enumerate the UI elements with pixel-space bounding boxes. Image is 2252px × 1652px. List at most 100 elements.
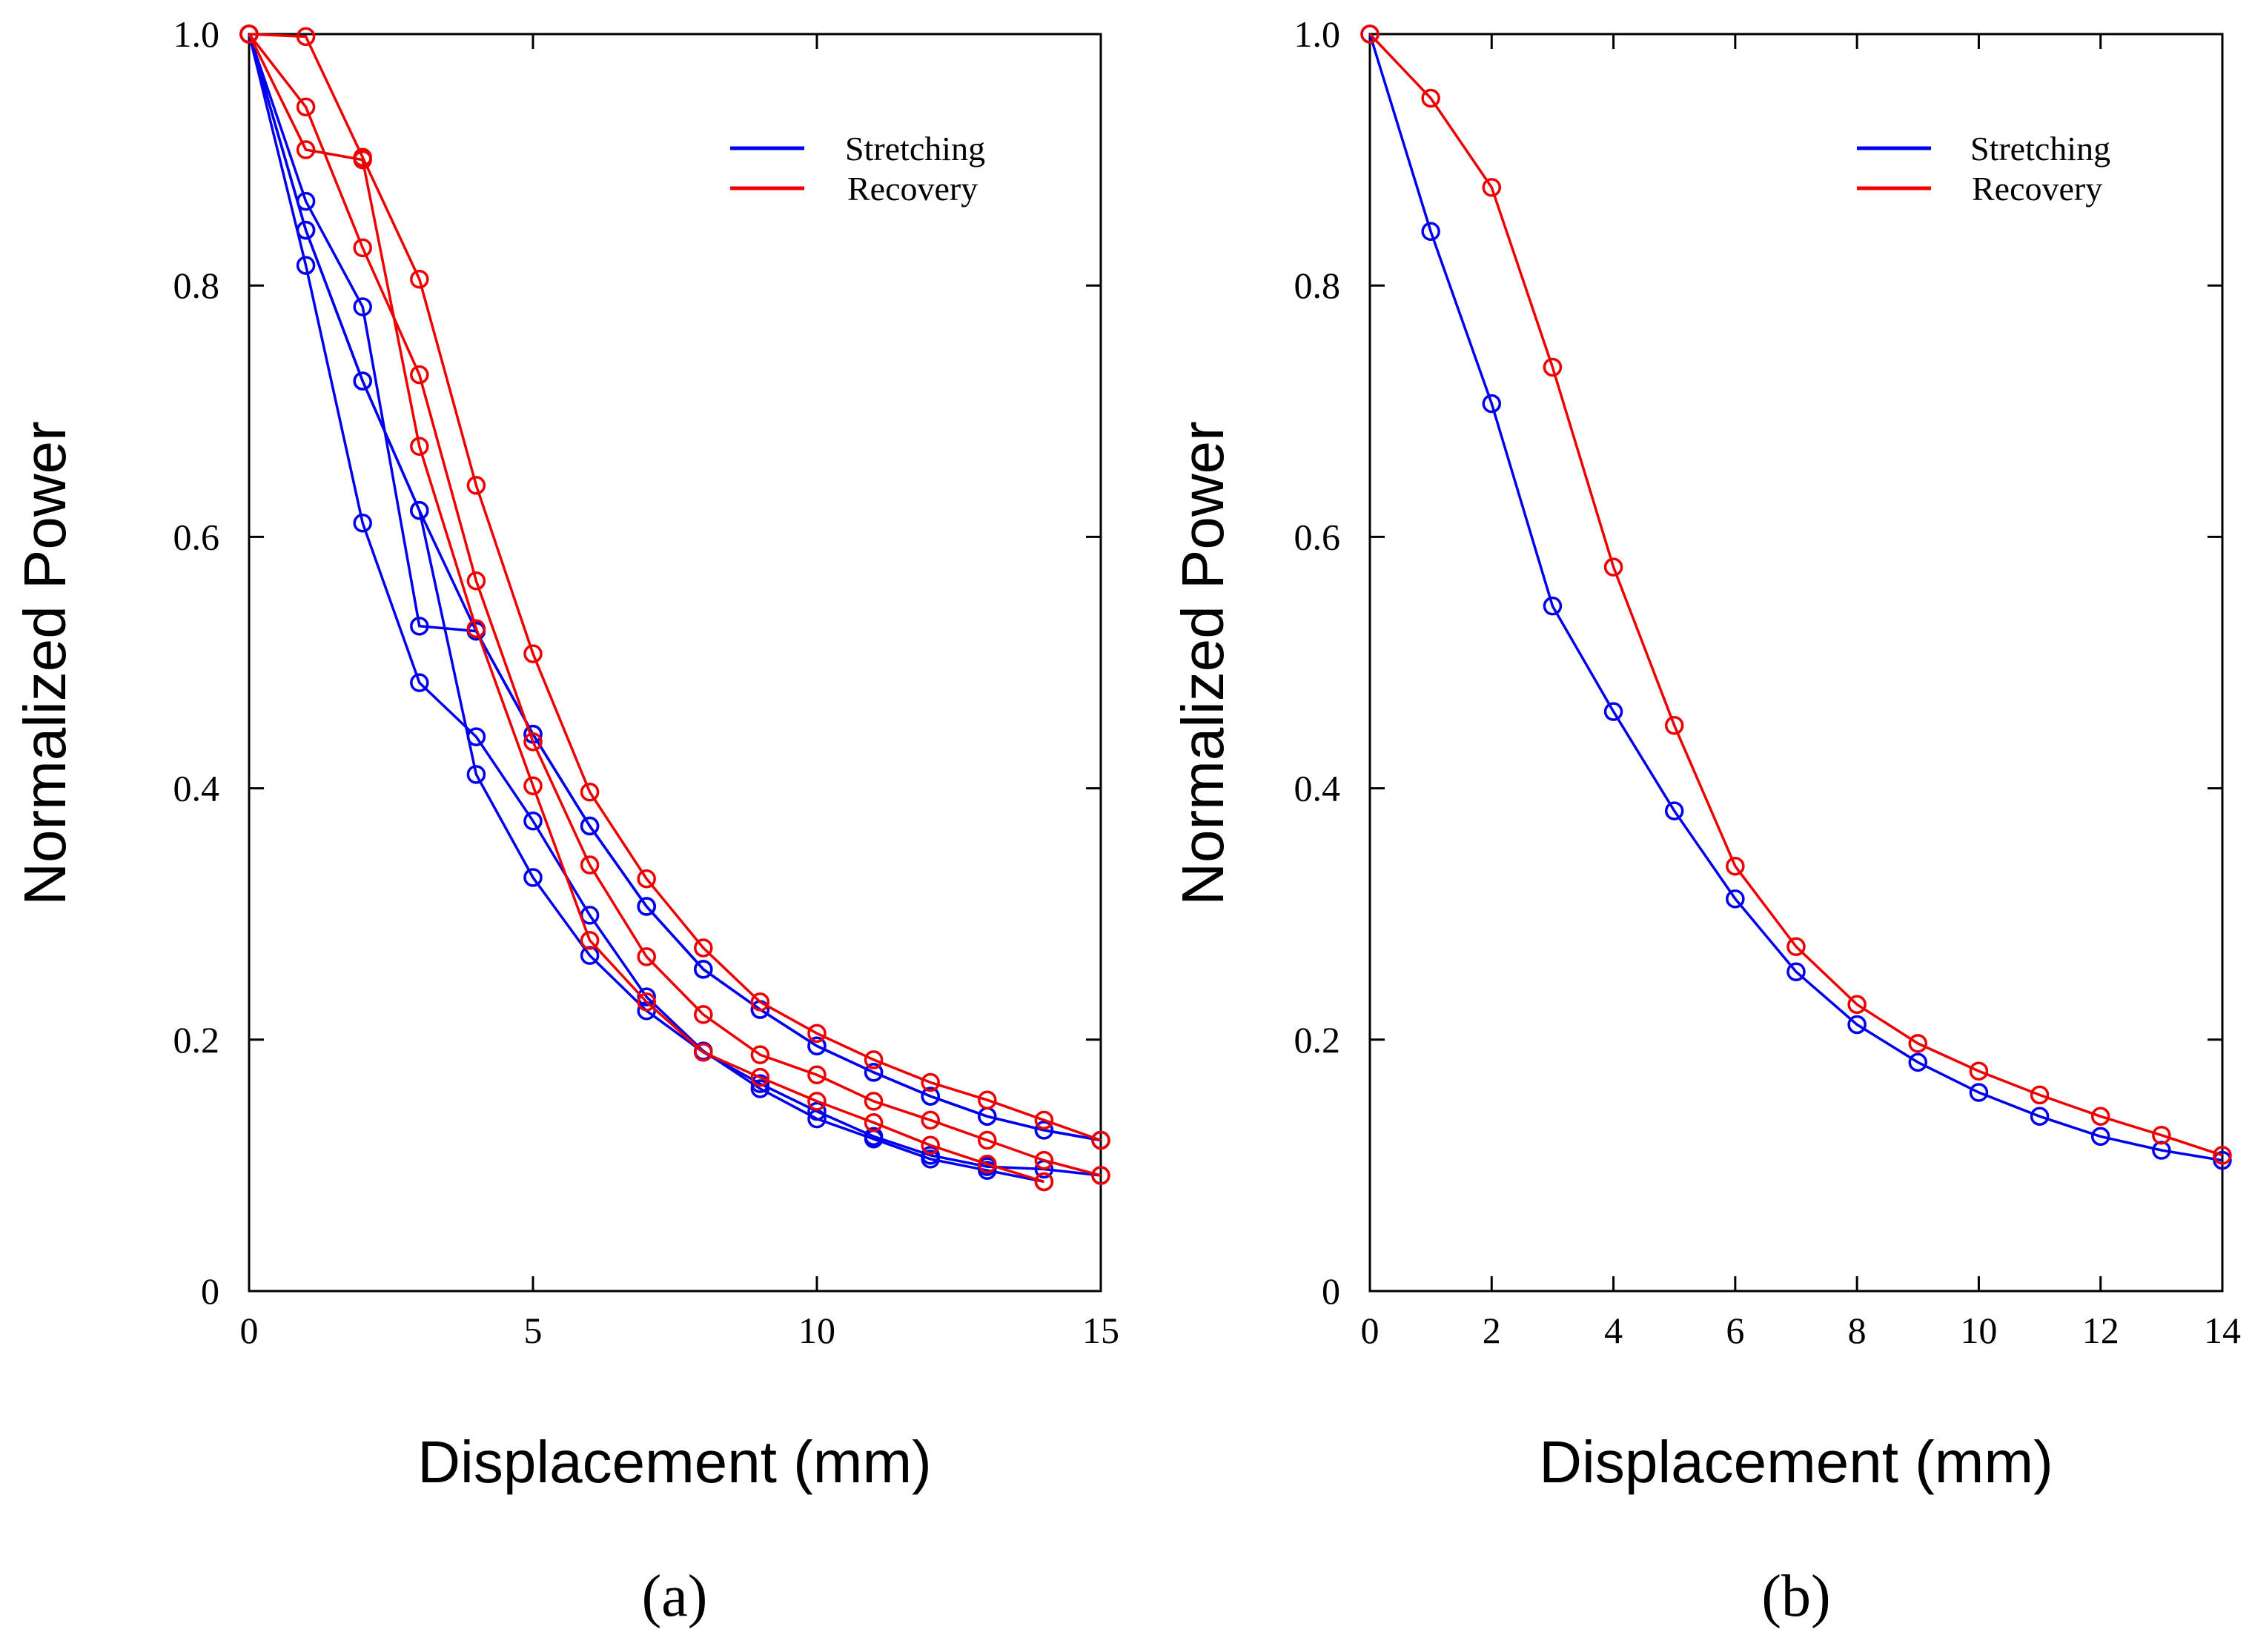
y-tick-label: 0.2 bbox=[173, 1019, 220, 1061]
data-point-recovery bbox=[1908, 1034, 1928, 1053]
x-tick-label: 8 bbox=[1848, 1310, 1867, 1351]
y-tick-label: 0.4 bbox=[1294, 768, 1341, 809]
data-point-stretching bbox=[921, 1087, 940, 1106]
data-point-stretching bbox=[523, 868, 543, 887]
data-point-stretching bbox=[2090, 1127, 2110, 1147]
data-point-stretching bbox=[353, 513, 372, 533]
x-tick-label: 0 bbox=[1361, 1310, 1380, 1351]
x-tick-label: 12 bbox=[2082, 1310, 2119, 1351]
data-point-stretching bbox=[296, 256, 316, 275]
data-point-stretching bbox=[807, 1036, 827, 1056]
series-line-recovery-a-4 bbox=[248, 33, 1102, 1142]
plot-frame-a bbox=[248, 33, 1102, 1293]
data-point-recovery bbox=[410, 365, 429, 385]
data-point-recovery bbox=[750, 1067, 770, 1087]
data-point-recovery bbox=[1543, 357, 1563, 377]
data-point-recovery bbox=[637, 947, 656, 966]
data-point-recovery bbox=[1091, 1166, 1110, 1185]
data-point-recovery bbox=[353, 150, 372, 170]
data-point-recovery bbox=[637, 869, 656, 889]
data-point-recovery bbox=[523, 644, 543, 663]
data-point-recovery bbox=[694, 1005, 713, 1024]
legend-a: Stretching Recovery bbox=[730, 130, 985, 208]
data-point-recovery bbox=[807, 1092, 827, 1111]
data-point-stretching bbox=[523, 811, 543, 831]
series-line-recovery-a-6 bbox=[248, 33, 1044, 1184]
panel-a: 0 0.2 0.4 0.6 0.8 1.0 0 5 10 15 Stretching Recov… bbox=[12, 13, 1119, 1629]
data-point-stretching bbox=[864, 1063, 884, 1082]
data-point-recovery bbox=[750, 1045, 770, 1064]
x-ticks-b: 0 2 4 6 8 10 12 14 bbox=[1361, 34, 2241, 1351]
y-tick-label: 0.2 bbox=[1294, 1019, 1341, 1061]
data-point-stretching bbox=[296, 220, 316, 240]
legend-label-recovery-b: Recovery bbox=[1972, 170, 2102, 208]
plot-frame-b bbox=[1368, 33, 2224, 1293]
x-tick-label: 6 bbox=[1726, 1310, 1744, 1351]
data-point-recovery bbox=[694, 938, 713, 958]
data-point-recovery bbox=[2030, 1085, 2050, 1105]
data-point-recovery bbox=[1664, 716, 1684, 735]
data-point-stretching bbox=[1786, 962, 1806, 981]
data-point-recovery bbox=[978, 1154, 997, 1174]
x-tick-label: 2 bbox=[1483, 1310, 1501, 1351]
series-line-stretching-b-0 bbox=[1368, 33, 2223, 1162]
x-axis-title-a: Displacement (mm) bbox=[417, 1429, 931, 1495]
data-point-recovery bbox=[864, 1092, 884, 1111]
x-tick-label: 15 bbox=[1082, 1310, 1119, 1351]
data-point-recovery bbox=[2090, 1107, 2110, 1127]
y-tick-label: 1.0 bbox=[173, 13, 220, 55]
data-point-stretching bbox=[353, 371, 372, 391]
x-ticks-a: 0 5 10 15 bbox=[240, 34, 1119, 1351]
data-point-recovery bbox=[921, 1135, 940, 1155]
data-point-recovery bbox=[523, 776, 543, 795]
data-point-recovery bbox=[921, 1110, 940, 1130]
data-point-recovery bbox=[239, 24, 259, 44]
x-tick-label: 4 bbox=[1604, 1310, 1623, 1351]
data-point-recovery bbox=[296, 27, 316, 47]
caption-a: (a) bbox=[642, 1564, 708, 1629]
series-line-stretching-a-2 bbox=[248, 33, 1044, 1184]
y-ticks-b: 0 0.2 0.4 0.6 0.8 1.0 bbox=[1294, 13, 2222, 1312]
data-point-recovery bbox=[2213, 1146, 2232, 1165]
data-point-stretching bbox=[1543, 596, 1563, 616]
data-point-recovery bbox=[1034, 1172, 1054, 1192]
y-axis-title-a: Normalized Power bbox=[12, 421, 78, 906]
data-point-stretching bbox=[353, 297, 372, 316]
data-point-recovery bbox=[466, 476, 486, 495]
data-point-recovery bbox=[1786, 937, 1806, 957]
data-point-stretching bbox=[864, 1127, 884, 1147]
data-point-stretching bbox=[410, 617, 429, 636]
y-tick-label: 0.8 bbox=[1294, 265, 1341, 306]
data-point-stretching bbox=[580, 816, 600, 836]
data-point-recovery bbox=[296, 140, 316, 159]
legend-label-recovery-a: Recovery bbox=[847, 170, 978, 208]
x-tick-label: 0 bbox=[240, 1310, 259, 1351]
data-point-recovery bbox=[807, 1065, 827, 1085]
x-tick-label: 10 bbox=[798, 1310, 835, 1351]
data-point-stretching bbox=[1482, 394, 1502, 414]
series-group-b bbox=[1360, 24, 2232, 1170]
data-point-recovery bbox=[1726, 857, 1745, 876]
data-point-recovery bbox=[410, 437, 429, 457]
data-point-recovery bbox=[1969, 1061, 1989, 1081]
data-point-recovery bbox=[637, 992, 656, 1012]
data-point-stretching bbox=[1421, 222, 1440, 242]
data-point-recovery bbox=[921, 1072, 940, 1092]
y-tick-label: 0.4 bbox=[173, 768, 220, 809]
data-point-recovery bbox=[1603, 557, 1623, 577]
data-point-stretching bbox=[637, 897, 656, 916]
legend-b: Stretching Recovery bbox=[1857, 130, 2110, 208]
data-point-stretching bbox=[1034, 1121, 1054, 1140]
data-point-stretching bbox=[694, 960, 713, 979]
data-point-stretching bbox=[410, 501, 429, 520]
series-line-recovery-a-5 bbox=[248, 33, 1102, 1177]
y-tick-label: 0 bbox=[1322, 1270, 1340, 1312]
x-tick-label: 10 bbox=[1960, 1310, 1997, 1351]
data-point-recovery bbox=[750, 992, 770, 1012]
data-point-recovery bbox=[580, 931, 600, 950]
y-tick-label: 0.6 bbox=[173, 516, 220, 557]
data-point-stretching bbox=[2030, 1107, 2050, 1127]
caption-b: (b) bbox=[1761, 1564, 1830, 1629]
data-point-recovery bbox=[978, 1130, 997, 1150]
